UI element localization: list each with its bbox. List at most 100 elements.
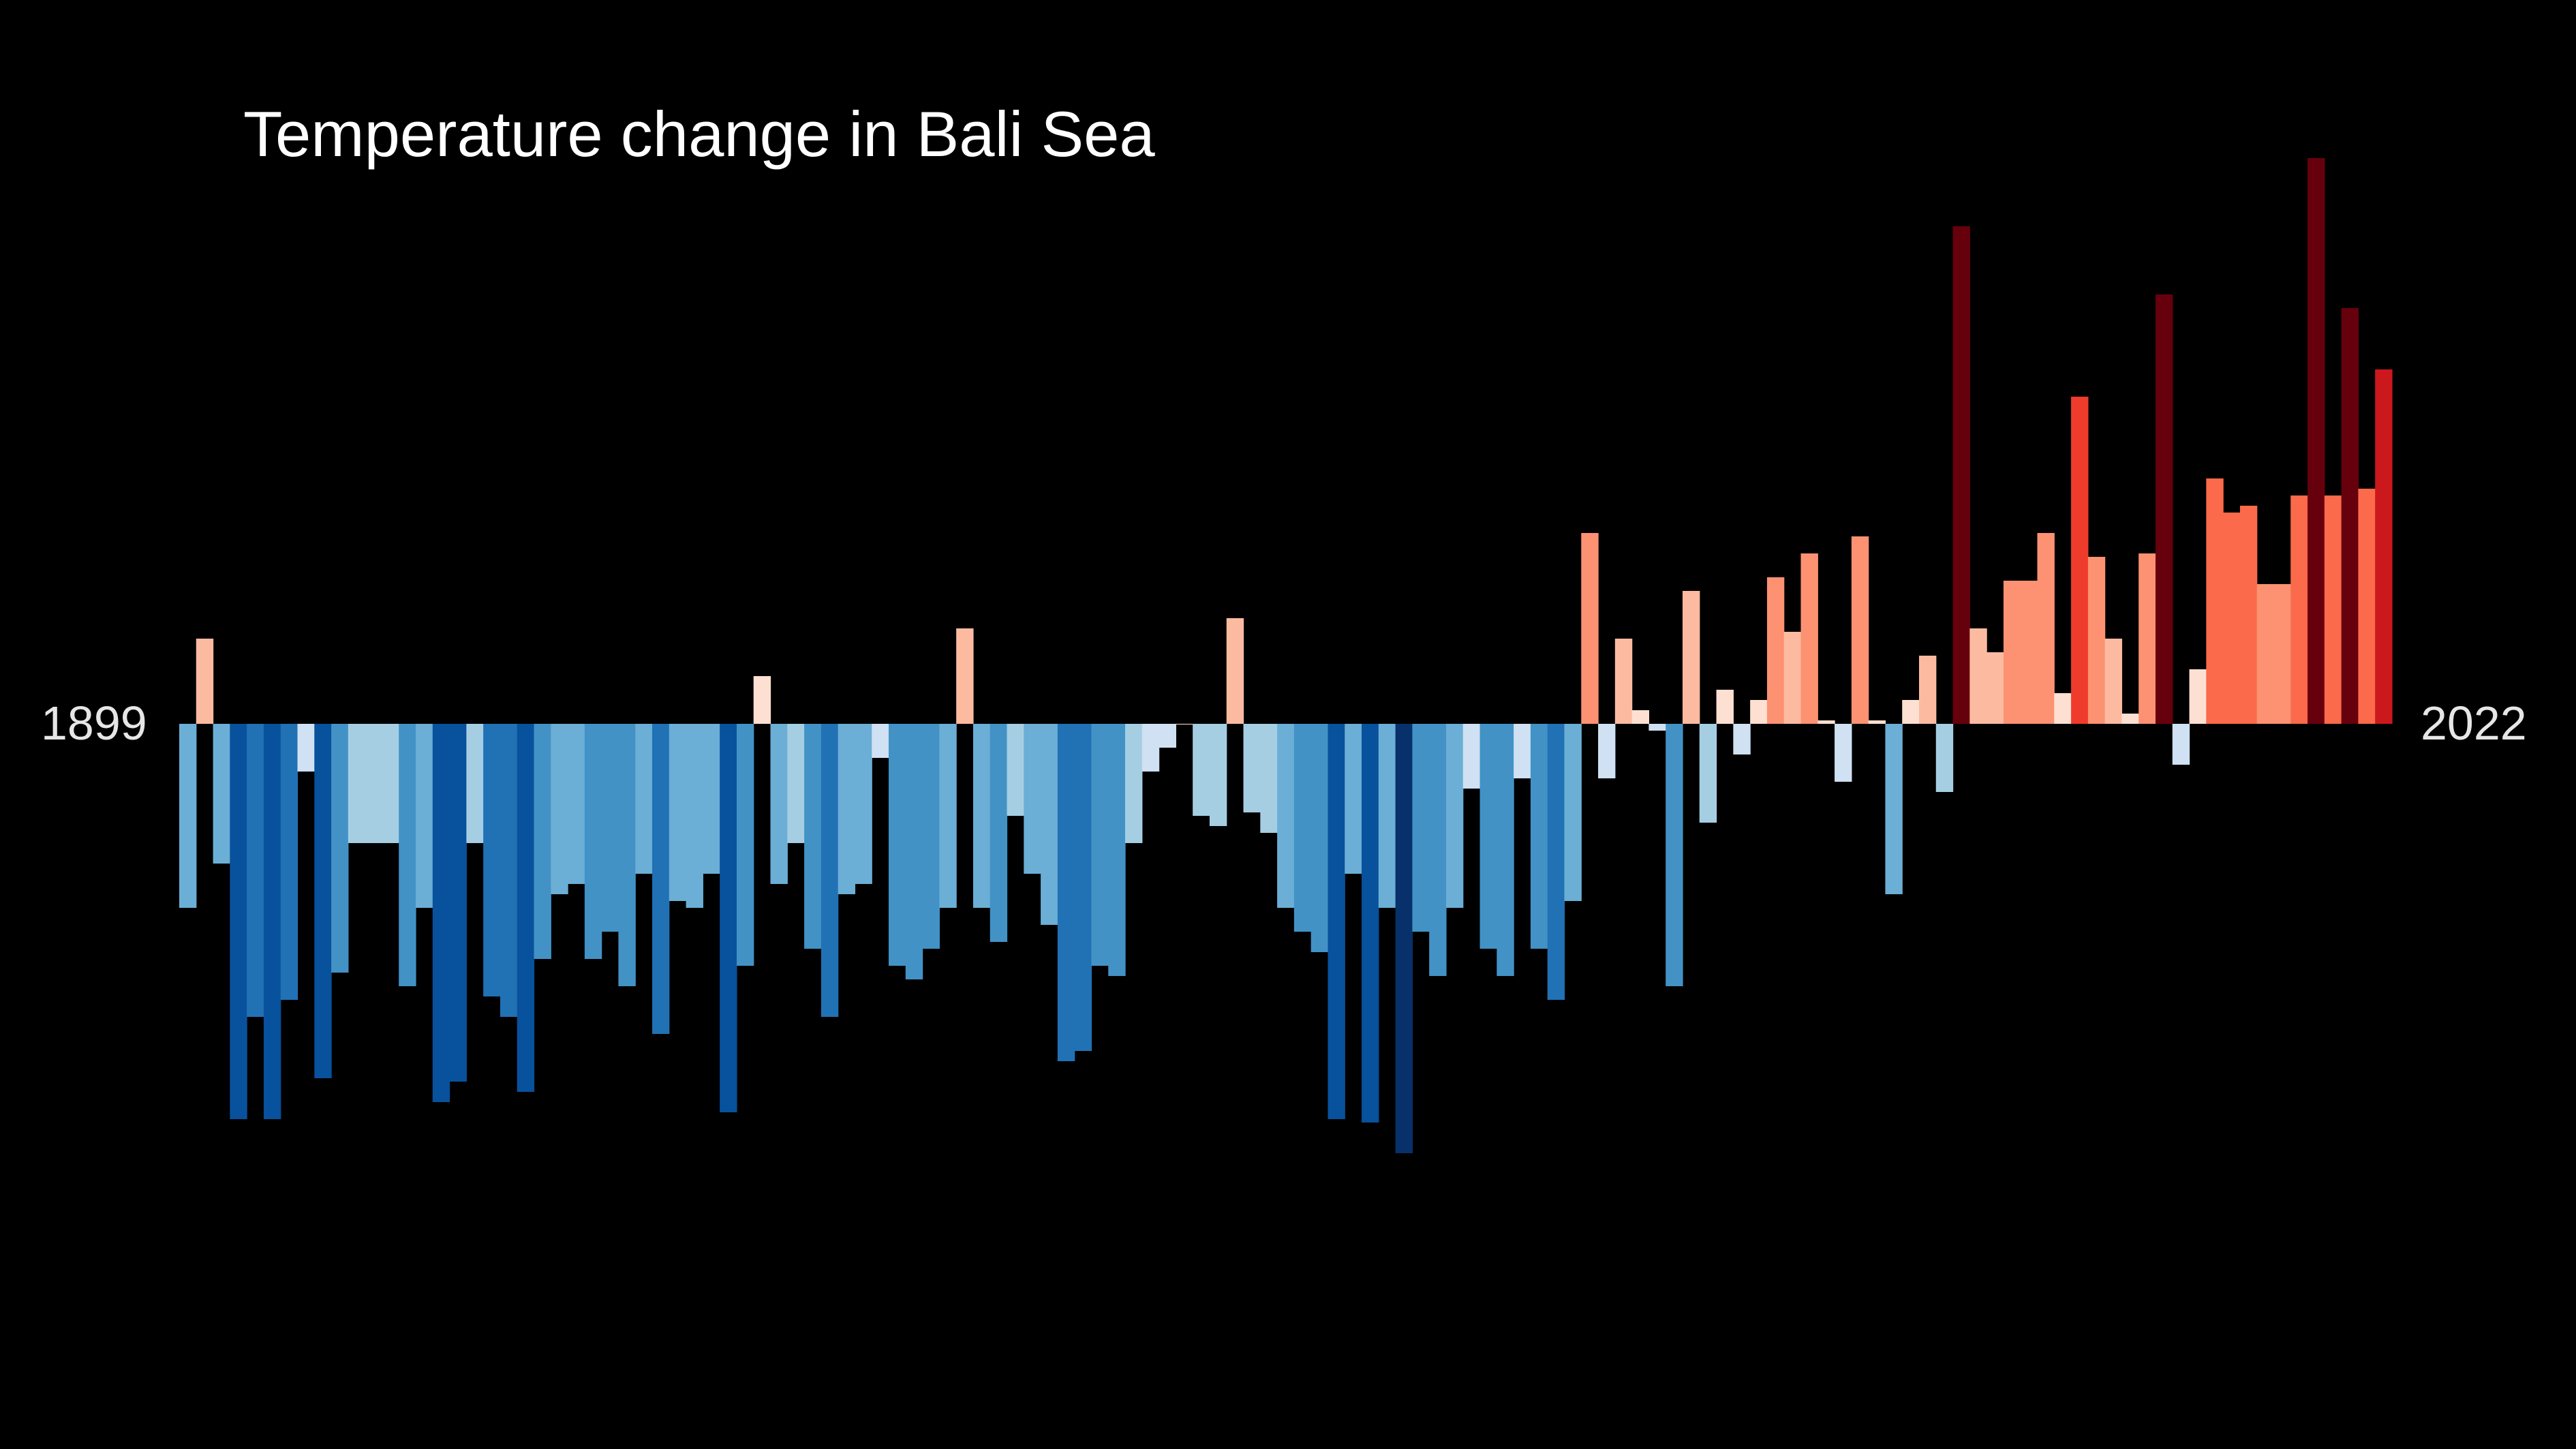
temperature-bar xyxy=(2290,495,2308,724)
temperature-bar xyxy=(2324,495,2342,724)
temperature-bar xyxy=(1835,724,1852,782)
temperature-bar xyxy=(1851,536,1869,724)
temperature-bar xyxy=(821,724,839,1017)
temperature-bar xyxy=(2358,489,2376,724)
temperature-bar xyxy=(365,724,383,843)
temperature-bar xyxy=(855,724,872,884)
temperature-bar xyxy=(2172,724,2190,765)
temperature-bar xyxy=(1479,724,1497,949)
temperature-bar xyxy=(956,628,974,724)
temperature-bar xyxy=(432,724,450,1102)
temperature-bar xyxy=(2256,584,2275,724)
temperature-bar xyxy=(1614,639,1633,724)
temperature-bar xyxy=(703,724,720,874)
chart-title: Temperature change in Bali Sea xyxy=(243,98,1155,170)
temperature-bar xyxy=(1378,724,1396,908)
temperature-bar xyxy=(1885,724,1903,894)
temperature-bar xyxy=(500,724,518,1017)
temperature-bar xyxy=(1277,724,1295,908)
temperature-bar xyxy=(1193,724,1210,816)
temperature-bar xyxy=(889,724,906,966)
temperature-bar xyxy=(263,724,281,1119)
temperature-bar xyxy=(1868,720,1886,724)
temperature-bar xyxy=(1007,724,1024,816)
temperature-bar xyxy=(787,724,805,843)
temperature-bar xyxy=(399,724,416,986)
temperature-bar xyxy=(1969,628,1987,724)
temperature-bar xyxy=(1226,618,1244,724)
temperature-bar xyxy=(466,724,484,843)
temperature-bar xyxy=(1530,724,1548,949)
temperature-bar xyxy=(770,724,788,884)
temperature-bar xyxy=(972,724,991,908)
temperature-bar xyxy=(213,724,230,864)
temperature-bar xyxy=(720,724,737,1112)
temperature-bar xyxy=(2223,513,2241,724)
temperature-bar xyxy=(196,639,214,724)
temperature-bar xyxy=(2071,397,2089,724)
temperature-bar xyxy=(1497,724,1514,976)
temperature-bar xyxy=(348,724,366,843)
temperature-bar xyxy=(2341,308,2359,724)
temperature-bar xyxy=(1918,656,1937,724)
temperature-bar xyxy=(584,724,602,959)
temperature-bar xyxy=(483,724,501,996)
temperature-bar xyxy=(551,724,568,894)
temperature-bar xyxy=(2307,158,2325,724)
temperature-bar xyxy=(1598,724,1616,778)
temperature-bar xyxy=(1935,724,1954,792)
temperature-bar xyxy=(1057,724,1075,1061)
temperature-bar xyxy=(2003,581,2021,724)
temperature-bar xyxy=(1395,724,1413,1153)
temperature-bar xyxy=(1514,724,1531,778)
start-year-label: 1899 xyxy=(41,697,147,750)
temperature-bar xyxy=(1074,724,1092,1051)
temperature-bar xyxy=(2087,557,2106,724)
temperature-bar xyxy=(1766,577,1785,724)
temperature-bar xyxy=(1631,710,1650,724)
temperature-bar xyxy=(686,724,703,908)
temperature-bar xyxy=(2054,693,2072,724)
temperature-bar xyxy=(990,724,1008,942)
temperature-bar xyxy=(534,724,551,959)
temperature-bar xyxy=(449,724,467,1082)
temperature-bar xyxy=(2273,584,2291,724)
temperature-bar xyxy=(838,724,856,894)
temperature-bar xyxy=(2375,369,2393,724)
temperature-bar xyxy=(1666,724,1683,986)
temperature-bar xyxy=(618,724,636,986)
end-year-label: 2022 xyxy=(2421,697,2527,750)
temperature-bar xyxy=(1564,724,1582,901)
temperature-bar xyxy=(804,724,822,949)
temperature-bar xyxy=(1952,226,1970,724)
temperature-bar xyxy=(1141,724,1160,772)
temperature-bar xyxy=(2155,294,2173,724)
temperature-bar xyxy=(1987,652,2004,724)
temperature-bar xyxy=(1293,724,1312,932)
temperature-bar xyxy=(230,724,247,1119)
temperature-bar xyxy=(1125,724,1143,843)
temperature-bar xyxy=(922,724,940,949)
temperature-bar xyxy=(382,724,399,843)
temperature-bar xyxy=(2020,581,2038,724)
temperature-bar xyxy=(1209,724,1227,826)
temperature-bar xyxy=(1445,724,1464,908)
temperature-bar xyxy=(179,724,197,908)
temperature-bar xyxy=(652,724,670,1034)
temperature-bar xyxy=(2138,553,2156,724)
temperature-bar xyxy=(2206,478,2224,724)
temperature-bar xyxy=(280,724,298,1000)
temperature-bar xyxy=(753,676,771,724)
temperature-bar xyxy=(568,724,585,884)
temperature-bar xyxy=(247,724,264,1017)
temperature-bar xyxy=(1682,591,1700,724)
temperature-bar xyxy=(872,724,889,758)
temperature-bar xyxy=(331,724,349,973)
temperature-bar xyxy=(416,724,433,908)
temperature-bar xyxy=(1345,724,1362,874)
temperature-bar xyxy=(1902,700,1920,724)
temperature-bar xyxy=(1159,724,1176,748)
temperature-bar xyxy=(1310,724,1329,952)
